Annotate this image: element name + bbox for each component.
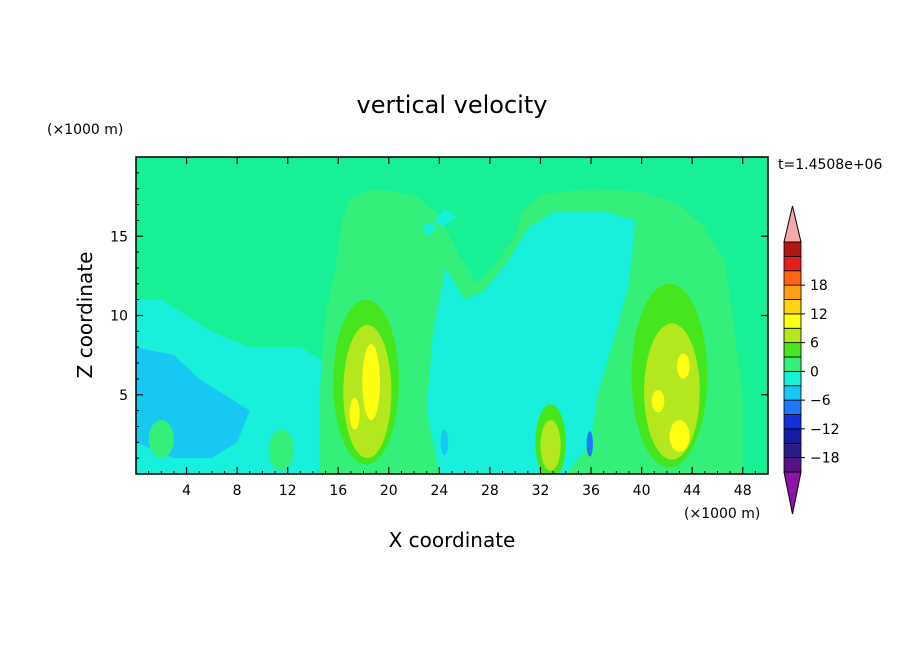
- colorbar-segment: [783, 284, 802, 300]
- colorbar-segment: [783, 370, 802, 387]
- x-tick-label: 4: [182, 483, 191, 499]
- x-tick-label: 40: [633, 483, 651, 499]
- time-label: t=1.4508e+06: [778, 157, 882, 173]
- y-axis-label: Z coordinate: [73, 252, 97, 379]
- y-axis-ticks: 5 10 15: [110, 172, 768, 459]
- chart-title: vertical velocity: [357, 91, 548, 119]
- contour-region-16: [651, 389, 665, 413]
- contour-region-4: [434, 209, 458, 227]
- x-tick-label: 28: [481, 483, 499, 499]
- colorbar-segment: [783, 385, 802, 401]
- colorbar-segment: [783, 399, 802, 415]
- x-tick-label: 44: [683, 483, 701, 499]
- colorbar-segment: [783, 270, 802, 286]
- contour-region-20: [440, 429, 449, 455]
- contour-region-5: [421, 222, 437, 237]
- contour-region-14: [669, 420, 690, 452]
- colorbar-segment: [783, 327, 802, 344]
- colorbar-segment: [783, 255, 802, 272]
- colorbar-tick-label: −12: [810, 422, 840, 438]
- contour-fills: [136, 188, 743, 474]
- contour-region-22: [148, 420, 174, 459]
- colorbar-segment: [783, 313, 802, 329]
- colorbar-tick-label: 12: [810, 307, 828, 323]
- y-tick-label: 10: [110, 309, 128, 325]
- colorbar-segment: [783, 342, 802, 358]
- colorbar-segment: [783, 457, 802, 473]
- colorbar-segment: [783, 442, 802, 459]
- x-tick-label: 20: [380, 483, 398, 499]
- x-axis-ticks: 4 8 12 16 20 24 28 32 36 40 44 48: [148, 157, 756, 499]
- x-tick-label: 48: [734, 483, 752, 499]
- x-axis-label: X coordinate: [389, 528, 516, 552]
- colorbar: −18 −12 −6 0 6 12 18: [783, 205, 840, 515]
- colorbar-tick-label: 6: [810, 336, 819, 352]
- contour-region-10: [362, 344, 380, 421]
- colorbar-over-triangle: [783, 205, 802, 243]
- contour-region-7: [553, 315, 585, 395]
- x-tick-label: 36: [582, 483, 600, 499]
- x-tick-label: 8: [233, 483, 242, 499]
- contour-region-18: [540, 420, 561, 471]
- contour-region-6: [464, 331, 522, 443]
- contour-region-19: [586, 431, 593, 457]
- x-tick-label: 16: [329, 483, 347, 499]
- y-tick-label: 5: [119, 388, 128, 404]
- colorbar-under-triangle: [783, 471, 802, 515]
- y-unit-label: (×1000 m): [47, 122, 123, 138]
- colorbar-tick-label: −6: [810, 393, 831, 409]
- colorbar-segment: [783, 299, 802, 315]
- colorbar-segment: [783, 428, 802, 444]
- colorbar-segment: [783, 414, 802, 430]
- colorbar-tick-label: 0: [810, 364, 819, 380]
- y-tick-label: 15: [110, 229, 128, 245]
- contour-region-15: [676, 353, 690, 379]
- colorbar-tick-label: −18: [810, 451, 840, 467]
- contour-region-11: [349, 397, 360, 430]
- colorbar-segment: [783, 356, 802, 372]
- x-unit-label: (×1000 m): [684, 506, 760, 522]
- colorbar-tick-label: 18: [810, 278, 828, 294]
- x-tick-label: 32: [532, 483, 550, 499]
- x-tick-label: 12: [279, 483, 297, 499]
- x-tick-label: 24: [430, 483, 448, 499]
- colorbar-segment: [783, 241, 802, 257]
- contour-region-21: [268, 429, 294, 471]
